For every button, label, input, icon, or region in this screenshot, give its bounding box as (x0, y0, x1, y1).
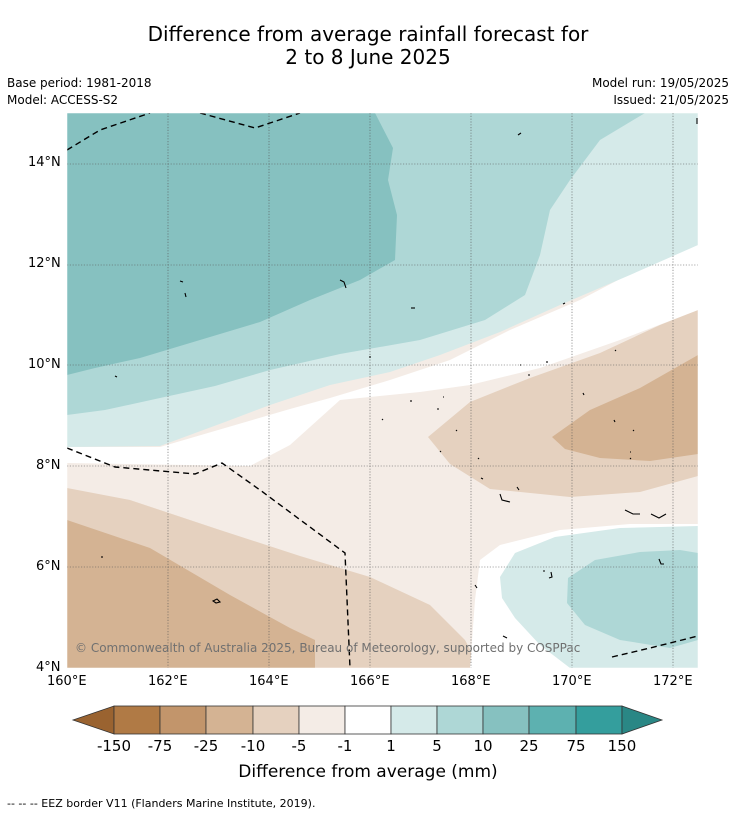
eez-border (67, 113, 698, 668)
issued-label: Issued: 21/05/2025 (613, 93, 729, 107)
y-tick-10n: 10°N (28, 357, 61, 372)
colorbar-tick: 10 (473, 737, 493, 755)
colorbar-tick: -150 (96, 737, 132, 755)
x-tick-162e: 162°E (148, 674, 188, 689)
colorbar-bin-7 (390, 705, 438, 735)
model-label: Model: ACCESS-S2 (7, 93, 119, 107)
y-tick-14n: 14°N (28, 155, 61, 170)
map-title-line1: Difference from average rainfall forecas… (147, 22, 589, 46)
colorbar-tick: 1 (386, 737, 396, 755)
contour-dry-10 (67, 520, 315, 668)
eez-legend-note: -- -- -- EEZ border V11 (Flanders Marine… (7, 797, 316, 810)
colorbar-bin-11 (575, 705, 623, 735)
colorbar-bin-5 (298, 705, 346, 735)
x-tick-172e: 172°E (653, 674, 693, 689)
x-tick-166e: 166°E (350, 674, 390, 689)
x-tick-164e: 164°E (249, 674, 289, 689)
colorbar-bin-6 (344, 705, 392, 735)
colorbar-tick: -75 (147, 737, 173, 755)
y-tick-8n: 8°N (36, 458, 61, 473)
y-tick-12n: 12°N (28, 256, 61, 271)
copyright-notice: © Commonwealth of Australia 2025, Bureau… (75, 641, 581, 655)
model-run-label: Model run: 19/05/2025 (591, 76, 729, 90)
colorbar-tick: 5 (432, 737, 442, 755)
contour-wet-10 (67, 113, 397, 375)
colorbar-title: Difference from average (mm) (238, 762, 498, 782)
map-area (67, 113, 698, 668)
y-tick-4n: 4°N (36, 660, 61, 675)
colorbar-bin-4 (252, 705, 300, 735)
base-period-label: Base period: 1981-2018 (7, 76, 152, 90)
colorbar-bin-2 (159, 705, 207, 735)
colorbar-extend-right (621, 705, 664, 735)
y-tick-6n: 6°N (36, 559, 61, 574)
colorbar-tick: -5 (291, 737, 307, 755)
graticule (67, 113, 698, 668)
colorbar-tick: -1 (337, 737, 353, 755)
x-tick-170e: 170°E (552, 674, 592, 689)
colorbar-tick: -25 (193, 737, 219, 755)
colorbar-tick: 150 (607, 737, 637, 755)
contour-near-average-north (67, 245, 698, 466)
colorbar-bin-9 (482, 705, 530, 735)
colorbar-bin-1 (113, 705, 161, 735)
colorbar-tick: -10 (240, 737, 266, 755)
contour-dry-east-10 (552, 355, 698, 461)
colorbar (71, 705, 664, 735)
islands (101, 118, 698, 639)
map-frame (66, 112, 699, 669)
map-title-line2: 2 to 8 June 2025 (285, 45, 451, 69)
x-tick-160e: 160°E (47, 674, 87, 689)
colorbar-bin-8 (436, 705, 484, 735)
colorbar-extend-left (71, 705, 115, 735)
colorbar-bin-3 (205, 705, 254, 735)
x-tick-168e: 168°E (451, 674, 491, 689)
contour-wet-se-5 (567, 550, 698, 648)
colorbar-tick: 25 (519, 737, 539, 755)
colorbar-bin-10 (528, 705, 577, 735)
colorbar-tick: 75 (566, 737, 586, 755)
